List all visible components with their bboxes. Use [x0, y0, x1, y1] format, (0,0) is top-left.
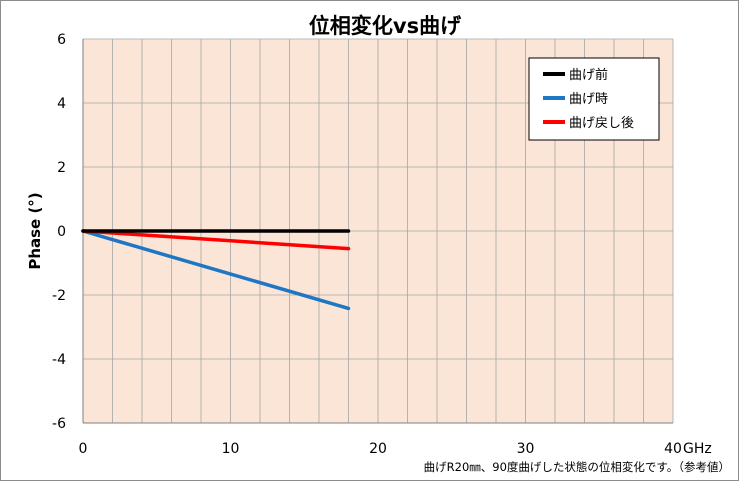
y-axis-label: Phase (°): [26, 192, 44, 269]
y-tick-label: -4: [52, 352, 66, 368]
series-lines: [81, 229, 351, 311]
legend-label: 曲げ前: [569, 67, 608, 83]
chart-title: 位相変化vs曲げ: [309, 14, 462, 38]
x-tick-label: 20: [369, 441, 387, 457]
y-tick-label: 0: [57, 224, 66, 240]
chart-annotation: 曲げR20㎜、90度曲げした状態の位相変化です。（参考値）: [424, 460, 730, 474]
y-tick-label: 2: [57, 160, 66, 176]
x-tick-label: 40: [664, 441, 682, 457]
y-tick-label: 6: [57, 32, 66, 48]
x-tick-label: 0: [79, 441, 88, 457]
y-tick-label: -6: [52, 416, 66, 432]
x-axis-label: GHz: [683, 441, 712, 457]
y-tick-label: -2: [52, 288, 66, 304]
x-tick-label: 10: [222, 441, 240, 457]
legend-label: 曲げ時: [569, 92, 608, 107]
legend-label: 曲げ戻し後: [569, 116, 634, 131]
series-line-2: [81, 229, 351, 311]
series-line-3: [81, 229, 351, 251]
x-tick-label: 30: [517, 441, 535, 457]
y-tick-label: 4: [57, 96, 66, 112]
